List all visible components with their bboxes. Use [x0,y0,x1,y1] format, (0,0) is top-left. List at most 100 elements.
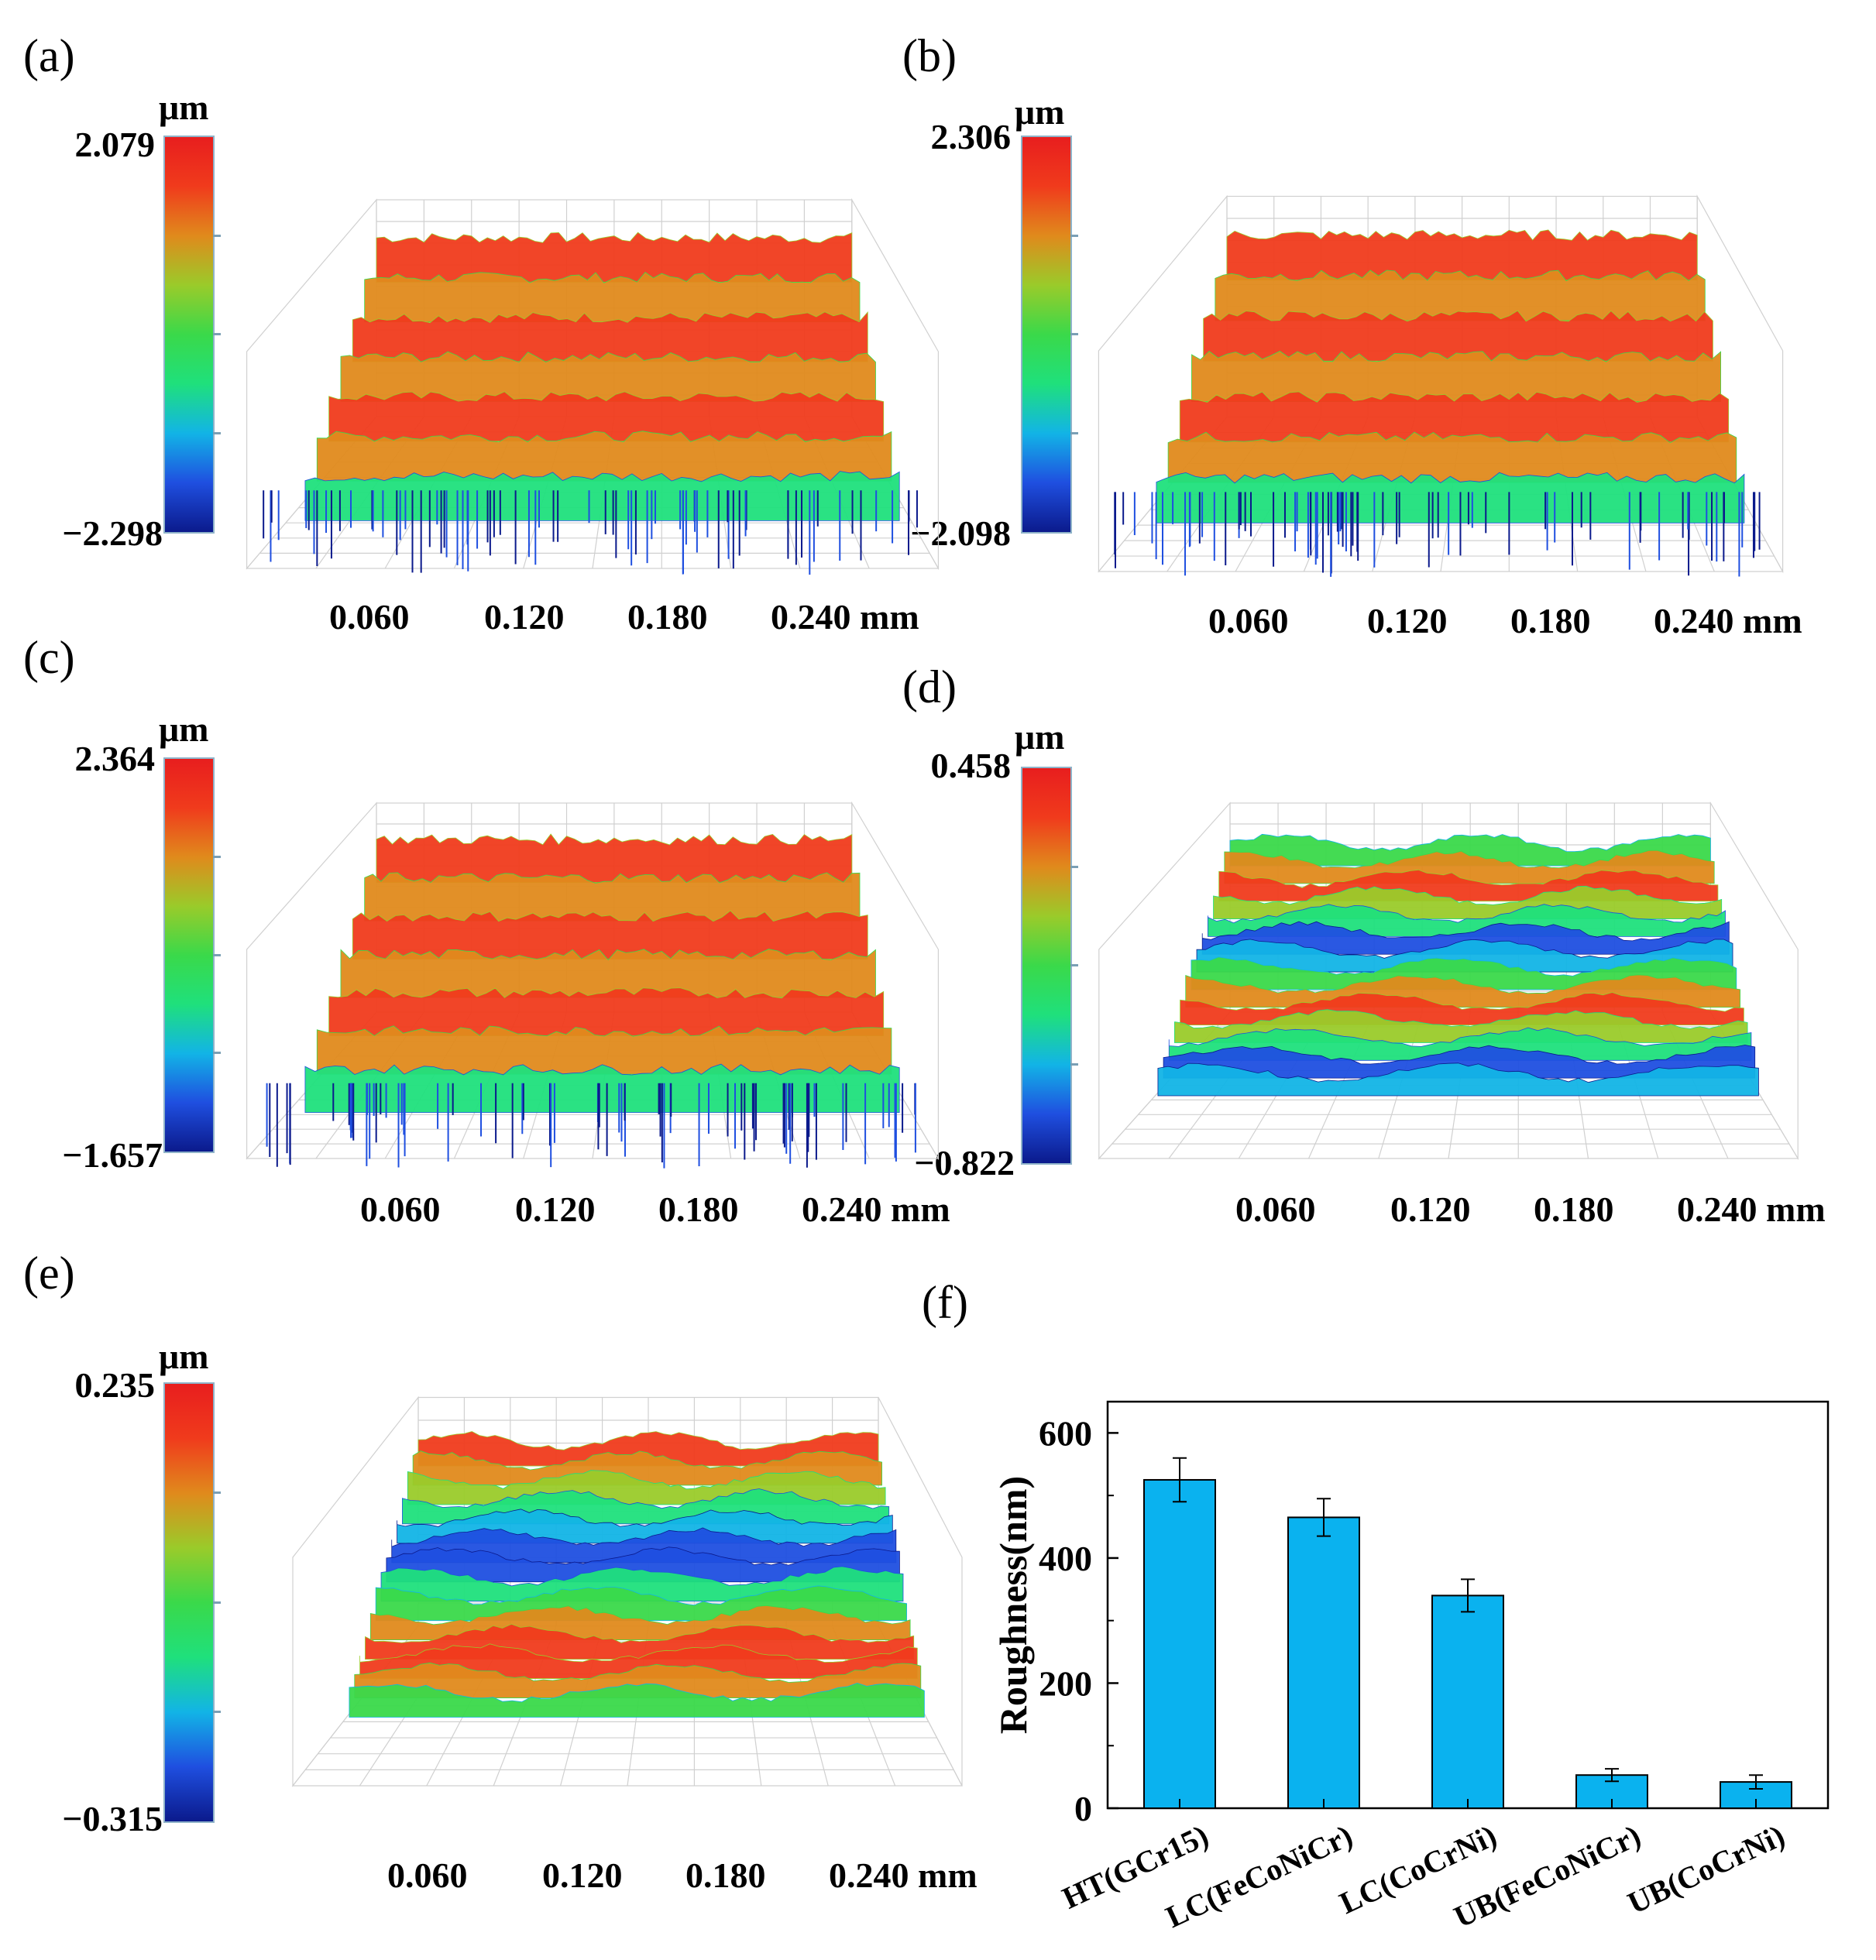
xtick: 0.180 [627,597,708,637]
surface-band [352,910,868,959]
surface-band [340,351,876,402]
surface-band [1201,921,1730,955]
colorbar-unit: μm [1015,717,1065,757]
colorbar-tick [213,431,221,434]
surface-band [1196,939,1733,973]
colorbar-unit: μm [159,1337,209,1376]
colorbar-max: 0.235 [74,1365,156,1405]
y-tick-label: 0 [1074,1789,1092,1828]
colorbar-tick [213,1710,221,1713]
surface-band [354,1662,922,1698]
colorbar-unit: μm [1015,92,1065,132]
colorbar-max: 2.306 [930,117,1012,156]
surface-band [364,872,861,922]
colorbar-tick [1070,964,1078,966]
xtick: 0.120 [484,597,565,637]
colorbar-tick [213,1601,221,1604]
panel-label-f: (f) [922,1277,968,1328]
xtick: 0.240 mm [1654,601,1802,640]
xtick: 0.240 mm [802,1189,950,1229]
surface-band [376,232,853,283]
surface-band [1226,229,1698,281]
colorbar-tick [1070,333,1078,335]
surface-band [328,987,885,1036]
xtick: 0.120 [515,1189,596,1229]
surface-band [364,271,861,323]
colorbar-min: −2.098 [910,513,1011,553]
colorbar-tick [213,855,221,858]
bar-LC(CoCrNi) [1431,1594,1504,1809]
colorbar-gradient [163,757,215,1153]
surface-band [1167,431,1737,483]
xtick: 0.180 [1534,1189,1614,1229]
xtick: 0.060 [329,597,410,637]
surface-band [328,391,885,442]
xtick: 0.240 mm [829,1855,978,1895]
xtick: 0.120 [1367,601,1448,640]
surface-band [1191,350,1722,402]
colorbar-gradient [1021,767,1072,1165]
y-tick-label: 600 [1039,1413,1092,1453]
surface-band [349,1682,925,1718]
colorbar-gradient [163,1382,215,1823]
y-tick-label: 400 [1039,1539,1092,1578]
surface-3d-c [246,801,940,1169]
surface-band [1179,391,1730,443]
xtick: 0.060 [387,1855,468,1895]
panel-label-c: (c) [23,632,75,683]
surface-band [1163,1045,1756,1079]
surface-band [376,833,853,883]
surface-band [1157,1062,1759,1097]
xtick: 0.060 [360,1189,441,1229]
xtick: 0.180 [658,1189,739,1229]
surface-band [316,431,892,482]
colorbar-unit: μm [159,709,209,749]
xtick: 0.240 mm [771,597,919,637]
colorbar-min: −0.822 [914,1143,1015,1183]
surface-3d-e [291,1395,963,1787]
surface-band [352,311,868,362]
panel-label-a: (a) [23,30,75,81]
surface-band [1215,269,1706,321]
surface-band [386,1546,900,1583]
xtick: 0.120 [542,1855,623,1895]
colorbar-max: 2.364 [74,739,156,778]
surface-band [1156,472,1745,523]
surface-band [391,1527,897,1564]
colorbar-tick [213,953,221,956]
surface-band [1168,1027,1752,1061]
xtick: 0.180 [1510,601,1591,640]
colorbar-tick [1070,431,1078,434]
panel-label-e: (e) [23,1248,75,1299]
colorbar-tick [1070,234,1078,237]
surface-band [316,1025,892,1075]
colorbar-tick [213,333,221,335]
surface-band [1203,310,1713,362]
colorbar-max: 0.458 [930,746,1012,785]
colorbar-tick [1070,865,1078,868]
surface-band [304,1063,900,1113]
colorbar-tick [213,1491,221,1495]
bar-LC(FeCoNiCr) [1287,1516,1360,1810]
colorbar-unit: μm [159,88,209,127]
y-axis-label: Roughness(nm) [991,1476,1035,1734]
surface-3d-b [1098,194,1784,577]
bar-HT(GCr15) [1143,1478,1216,1809]
x-tick-label: UB(CoCrNi) [1622,1818,1789,1921]
panel-label-d: (d) [902,661,957,712]
xtick: 0.060 [1208,601,1289,640]
surface-3d-d [1098,801,1799,1161]
colorbar-min: −2.298 [62,513,163,553]
panel-label-b: (b) [902,30,957,81]
colorbar-tick [213,234,221,237]
surface-band [359,1643,918,1679]
xtick: 0.180 [685,1855,766,1895]
colorbar-gradient [163,136,215,534]
colorbar-tick [213,1052,221,1055]
surface-band [340,949,876,998]
roughness-bar-chart: 0200400600Roughness(nm)HT(GCr15)LC(FeCoN… [991,1400,1830,1934]
surface-3d-a [246,197,940,575]
colorbar-max: 2.079 [74,125,156,164]
xtick: 0.120 [1390,1189,1471,1229]
xtick: 0.060 [1235,1189,1316,1229]
